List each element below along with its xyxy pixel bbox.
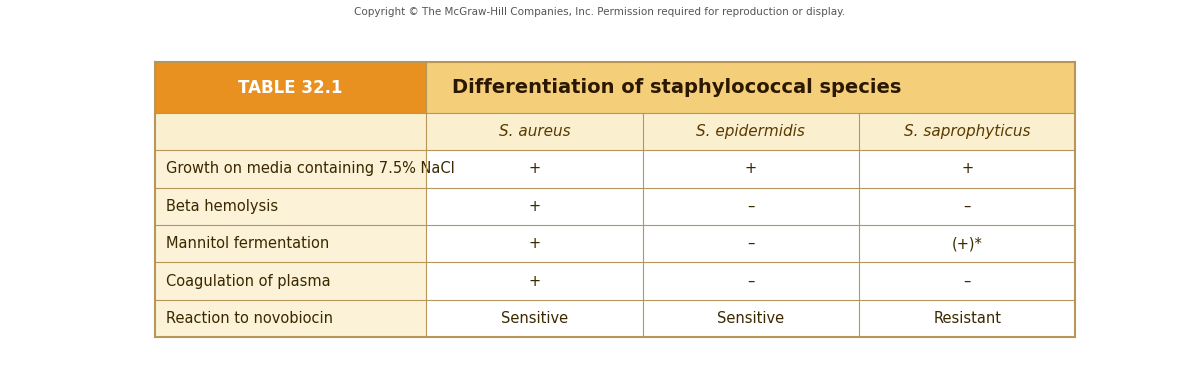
- Bar: [155, 113, 426, 150]
- Text: Mannitol fermentation: Mannitol fermentation: [166, 236, 329, 251]
- Bar: [643, 113, 859, 150]
- Bar: [859, 113, 1075, 150]
- Text: Sensitive: Sensitive: [718, 311, 785, 326]
- Text: +: +: [745, 162, 757, 176]
- Bar: [426, 62, 1075, 113]
- Bar: [643, 150, 859, 188]
- Text: –: –: [964, 274, 971, 288]
- Bar: [859, 225, 1075, 262]
- Bar: [426, 188, 643, 225]
- Bar: [426, 113, 643, 150]
- Text: +: +: [528, 274, 540, 288]
- Bar: [155, 188, 426, 225]
- Bar: [859, 150, 1075, 188]
- Text: S. aureus: S. aureus: [499, 125, 570, 139]
- Text: (+)*: (+)*: [952, 236, 983, 251]
- Bar: [426, 225, 643, 262]
- Bar: [155, 300, 426, 337]
- Text: +: +: [528, 236, 540, 251]
- Text: Coagulation of plasma: Coagulation of plasma: [166, 274, 330, 288]
- Text: Reaction to novobiocin: Reaction to novobiocin: [166, 311, 332, 326]
- Bar: [155, 262, 426, 300]
- Bar: [155, 225, 426, 262]
- Bar: [859, 262, 1075, 300]
- Bar: [643, 262, 859, 300]
- Bar: [643, 188, 859, 225]
- Text: TABLE 32.1: TABLE 32.1: [239, 79, 343, 97]
- Text: Growth on media containing 7.5% NaCl: Growth on media containing 7.5% NaCl: [166, 162, 455, 176]
- Text: S. epidermidis: S. epidermidis: [696, 125, 805, 139]
- Text: Copyright © The McGraw-Hill Companies, Inc. Permission required for reproduction: Copyright © The McGraw-Hill Companies, I…: [354, 7, 846, 17]
- Text: +: +: [961, 162, 973, 176]
- Text: –: –: [748, 199, 755, 214]
- Text: Resistant: Resistant: [934, 311, 1001, 326]
- Bar: [643, 225, 859, 262]
- Text: Sensitive: Sensitive: [500, 311, 568, 326]
- Bar: [859, 188, 1075, 225]
- Text: +: +: [528, 162, 540, 176]
- Text: +: +: [528, 199, 540, 214]
- Bar: [155, 62, 426, 113]
- Bar: [155, 150, 426, 188]
- Bar: [643, 300, 859, 337]
- Bar: [426, 262, 643, 300]
- Bar: [426, 150, 643, 188]
- Text: Differentiation of staphylococcal species: Differentiation of staphylococcal specie…: [452, 78, 901, 97]
- Text: –: –: [748, 274, 755, 288]
- Text: S. saprophyticus: S. saprophyticus: [904, 125, 1031, 139]
- Text: –: –: [964, 199, 971, 214]
- Bar: [859, 300, 1075, 337]
- Text: –: –: [748, 236, 755, 251]
- Bar: [426, 300, 643, 337]
- Text: Beta hemolysis: Beta hemolysis: [166, 199, 277, 214]
